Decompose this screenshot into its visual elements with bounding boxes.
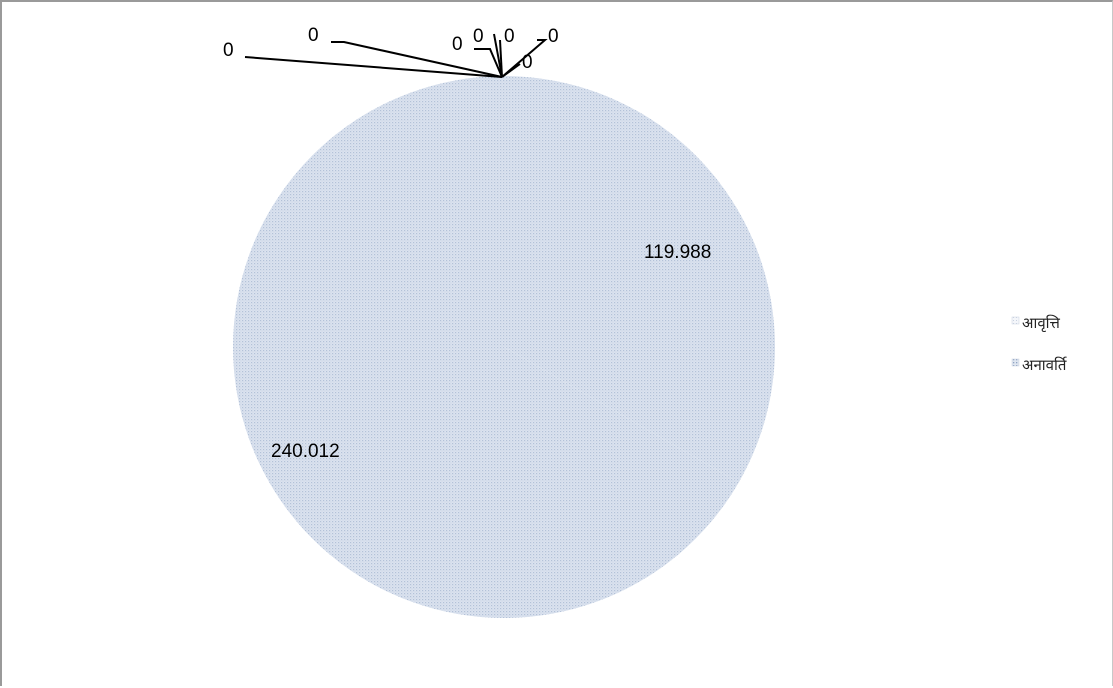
- legend-swatch-1: [1011, 316, 1020, 325]
- leader-line-2: [331, 41, 503, 78]
- legend: आवृत्ति अनावर्ति: [1011, 314, 1067, 374]
- pie-slice-1: [504, 76, 775, 483]
- leader-lines: [244, 33, 548, 78]
- leader-line-6: [501, 39, 548, 78]
- zero-value-label: 0: [548, 26, 559, 47]
- zero-value-label: 0: [452, 34, 463, 55]
- zero-value-label: 0: [522, 52, 533, 73]
- legend-swatch-2: [1011, 358, 1020, 367]
- zero-value-label: 0: [504, 26, 515, 47]
- pie-slices: [232, 76, 775, 618]
- legend-label-2: अनावर्ति: [1022, 356, 1067, 374]
- zero-value-label: 0: [308, 25, 319, 46]
- pie-slice-2: [232, 76, 739, 618]
- zero-value-label: 0: [473, 26, 484, 47]
- slice-value-label: 240.012: [271, 441, 340, 462]
- leader-line-5: [499, 39, 503, 78]
- slice-value-label: 119.988: [644, 242, 711, 263]
- zero-value-label: 0: [223, 40, 234, 61]
- legend-label-1: आवृत्ति: [1022, 314, 1061, 333]
- leader-line-3: [474, 48, 503, 78]
- leader-line-1: [244, 56, 503, 78]
- leader-line-7: [501, 63, 521, 78]
